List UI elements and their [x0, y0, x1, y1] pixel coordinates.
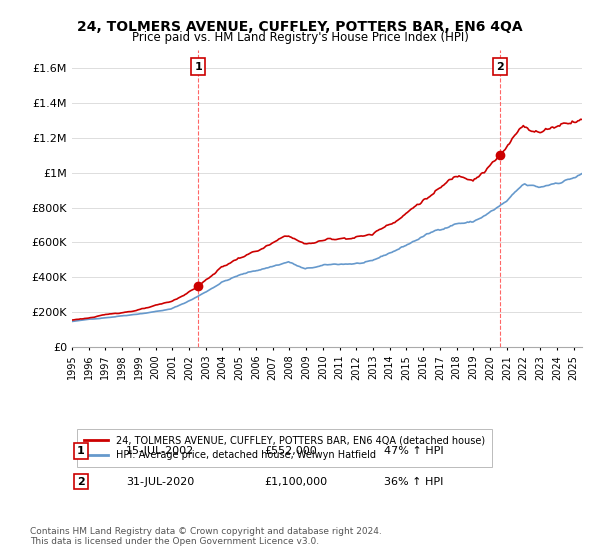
Text: 47% ↑ HPI: 47% ↑ HPI [384, 446, 443, 456]
Text: 2: 2 [77, 477, 85, 487]
Text: £552,000: £552,000 [264, 446, 317, 456]
Text: Contains HM Land Registry data © Crown copyright and database right 2024.
This d: Contains HM Land Registry data © Crown c… [30, 526, 382, 546]
Text: 15-JUL-2002: 15-JUL-2002 [126, 446, 194, 456]
Text: 2: 2 [496, 62, 503, 72]
Text: 36% ↑ HPI: 36% ↑ HPI [384, 477, 443, 487]
Legend: 24, TOLMERS AVENUE, CUFFLEY, POTTERS BAR, EN6 4QA (detached house), HPI: Average: 24, TOLMERS AVENUE, CUFFLEY, POTTERS BAR… [77, 428, 491, 467]
Text: 1: 1 [77, 446, 85, 456]
Text: 31-JUL-2020: 31-JUL-2020 [126, 477, 194, 487]
Text: Price paid vs. HM Land Registry's House Price Index (HPI): Price paid vs. HM Land Registry's House … [131, 31, 469, 44]
Text: 24, TOLMERS AVENUE, CUFFLEY, POTTERS BAR, EN6 4QA: 24, TOLMERS AVENUE, CUFFLEY, POTTERS BAR… [77, 20, 523, 34]
Text: £1,100,000: £1,100,000 [264, 477, 327, 487]
Text: 1: 1 [194, 62, 202, 72]
